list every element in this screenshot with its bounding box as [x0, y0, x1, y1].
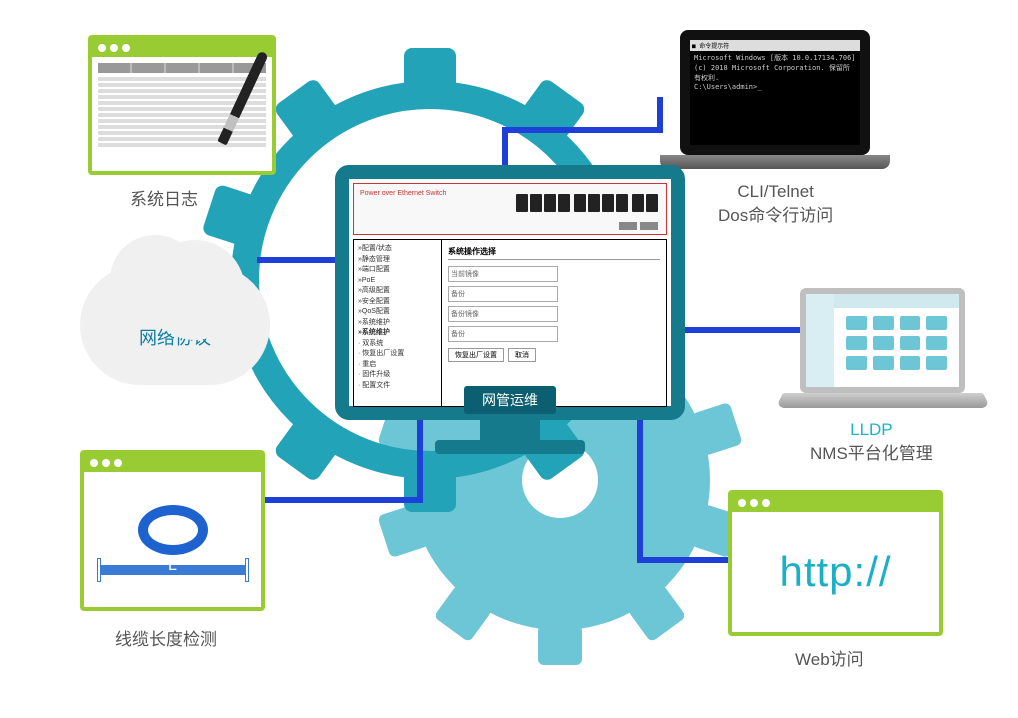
cli-laptop-base	[660, 155, 890, 169]
mgmt-main: 系统操作选择 当前镜像 备份 备份镜像 备份 恢复出厂设置取消	[442, 240, 666, 406]
syslog-body	[92, 57, 272, 155]
center-badge: 网管运维	[464, 386, 556, 414]
mgmt-sidebar: »配置/状态 »静态管理 »端口配置 »PoE »高级配置 »安全配置 »QoS…	[354, 240, 442, 406]
cli-line-3: C:\Users\admin>_	[694, 83, 856, 91]
web-body: http://	[732, 512, 939, 632]
diagram-canvas: SNMP 网络协议 系统日志 L 线缆长度检测 ■ 命令提示符 Microsof…	[0, 0, 1018, 718]
snmp-cloud: SNMP 网络协议	[80, 265, 270, 385]
cable-titlebar	[84, 454, 261, 472]
nms-label: LLDP NMS平台化管理	[810, 418, 933, 466]
syslog-label: 系统日志	[130, 188, 198, 212]
monitor-foot	[435, 440, 585, 454]
cli-term-title: ■ 命令提示符	[690, 40, 860, 51]
switch-graphic: Power over Ethernet Switch	[353, 183, 667, 235]
web-window: http://	[728, 490, 943, 636]
nms-keyboard	[775, 393, 990, 408]
snmp-line2: 网络协议	[139, 325, 211, 352]
cable-window: L	[80, 450, 265, 611]
monitor-stand	[480, 420, 540, 440]
nms-screen	[800, 288, 965, 393]
cli-line-0: Microsoft Windows [版本 10.0.17134.706]	[694, 53, 856, 63]
syslog-titlebar	[92, 39, 272, 57]
cable-label: 线缆长度检测	[115, 628, 217, 652]
web-label: Web访问	[795, 648, 864, 672]
nms-laptop	[800, 288, 983, 413]
cli-terminal: ■ 命令提示符 Microsoft Windows [版本 10.0.17134…	[680, 30, 870, 155]
mgmt-title: 系统操作选择	[448, 246, 660, 260]
center-monitor: Power over Ethernet Switch »配置/状态 »静态管理 …	[335, 165, 685, 454]
nms-label-top: LLDP	[810, 418, 933, 442]
cable-coil-icon	[138, 505, 208, 555]
web-titlebar	[732, 494, 939, 512]
monitor-frame: Power over Ethernet Switch »配置/状态 »静态管理 …	[335, 165, 685, 420]
switch-brand: Power over Ethernet Switch	[360, 190, 446, 197]
ruler-label: L	[168, 557, 177, 575]
cli-line-1: (c) 2018 Microsoft Corporation. 保留所有权利.	[694, 63, 856, 83]
cli-label-2: Dos命令行访问	[718, 204, 833, 228]
cli-label-1: CLI/Telnet	[718, 180, 833, 204]
cli-label: CLI/Telnet Dos命令行访问	[718, 180, 833, 228]
syslog-window	[88, 35, 276, 175]
snmp-line1: SNMP	[149, 298, 201, 325]
nms-label-bottom: NMS平台化管理	[810, 442, 933, 466]
mgmt-ui: »配置/状态 »静态管理 »端口配置 »PoE »高级配置 »安全配置 »QoS…	[353, 239, 667, 407]
cli-laptop: ■ 命令提示符 Microsoft Windows [版本 10.0.17134…	[680, 30, 870, 169]
